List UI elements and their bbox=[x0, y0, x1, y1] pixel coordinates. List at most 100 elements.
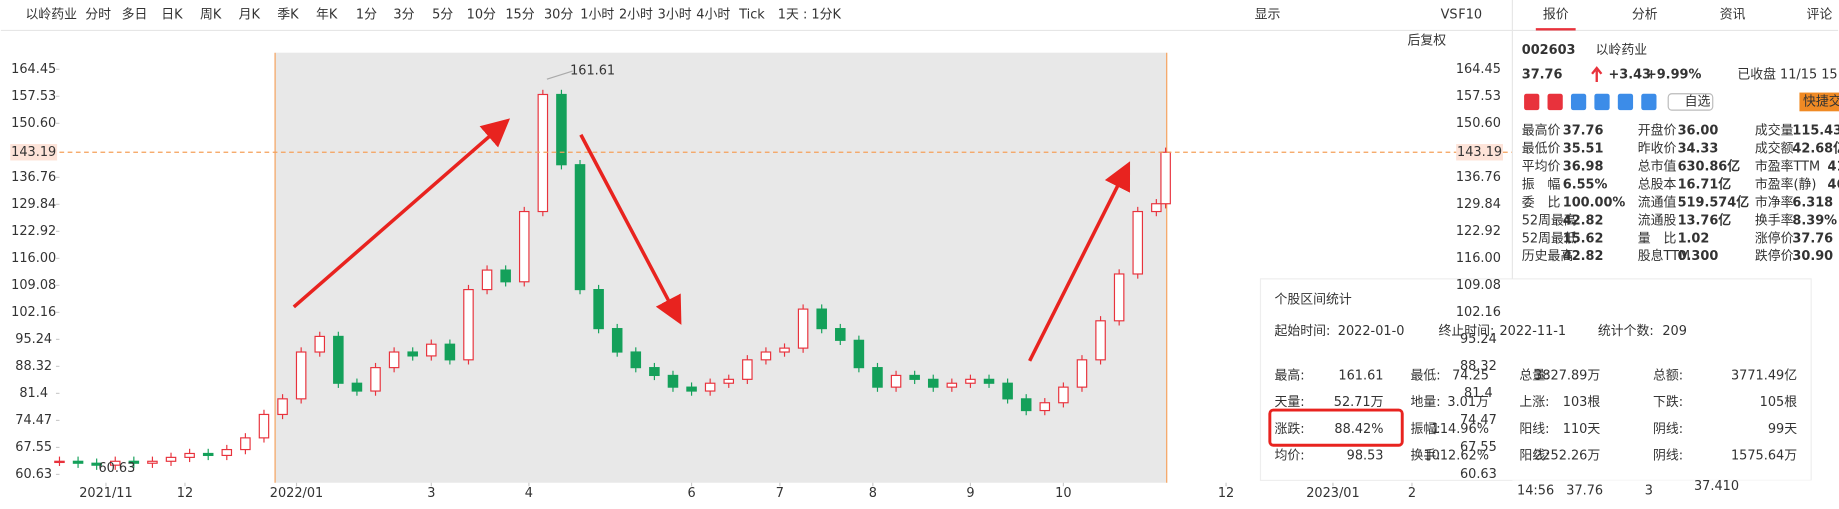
tick-row-bg bbox=[1512, 480, 1839, 505]
panel-tab[interactable]: 评论 bbox=[1806, 8, 1832, 23]
quote-label: 总市值 bbox=[1638, 159, 1677, 175]
toolbar-tab[interactable]: 4小时 bbox=[696, 8, 730, 23]
candle bbox=[946, 382, 958, 388]
toolbar-tab[interactable]: 3小时 bbox=[658, 8, 692, 23]
quote-label: 换手率 bbox=[1755, 212, 1794, 228]
candle bbox=[556, 93, 567, 166]
arrow bbox=[1028, 161, 1131, 362]
x-tick-label: 10 bbox=[1055, 486, 1071, 501]
y-tick-label: 116.00 bbox=[1456, 251, 1501, 266]
panel-tab[interactable]: 分析 bbox=[1632, 8, 1658, 23]
toolbar-button[interactable]: F10 bbox=[1458, 8, 1482, 23]
adjust-button[interactable]: 后复权 bbox=[1408, 33, 1447, 49]
y-tick-label: 81.4 bbox=[1464, 386, 1493, 401]
quote-value: 30.90 bbox=[1792, 249, 1833, 264]
toolbar-tab[interactable]: 1分 bbox=[356, 8, 377, 23]
toolbar-tab[interactable]: 年K bbox=[316, 8, 338, 23]
toolbar-tab[interactable]: 多日 bbox=[122, 8, 148, 23]
candle bbox=[351, 382, 363, 392]
y-tick-label: 88.32 bbox=[15, 359, 52, 374]
y-tick-label: 129.84 bbox=[11, 197, 56, 212]
quote-value: 35.51 bbox=[1563, 142, 1604, 157]
quote-value: 46.9 bbox=[1828, 178, 1839, 193]
toolbar-tab[interactable]: 1天 : 1分K bbox=[778, 8, 842, 23]
toolbar-tab[interactable]: 10分 bbox=[467, 8, 496, 23]
candle bbox=[835, 328, 846, 341]
toolbar-tab[interactable]: 季K bbox=[277, 8, 299, 23]
candle bbox=[128, 460, 140, 464]
stats-value: 1575.64万 bbox=[1731, 448, 1797, 463]
panel-tab[interactable]: 报价 bbox=[1543, 8, 1569, 23]
quote-value: 42.68亿 bbox=[1792, 141, 1839, 157]
stats-value: 3771.49亿 bbox=[1731, 369, 1797, 384]
badge bbox=[1570, 93, 1587, 111]
candle bbox=[109, 460, 121, 466]
y-tick-label: 95.24 bbox=[15, 332, 52, 347]
y-tick-label: 136.76 bbox=[1456, 170, 1501, 185]
toolbar-tab[interactable]: 15分 bbox=[505, 8, 534, 23]
stats-value: 110天 bbox=[1563, 422, 1601, 437]
quote-value: 100.00% bbox=[1563, 195, 1626, 210]
toolbar-tab[interactable]: 5分 bbox=[432, 8, 453, 23]
trade-btn[interactable] bbox=[1799, 92, 1839, 112]
candle bbox=[927, 378, 939, 388]
y-tick-label: 157.53 bbox=[1456, 89, 1501, 104]
panel-tab[interactable]: 资讯 bbox=[1720, 8, 1746, 23]
quote-value: 34.33 bbox=[1678, 142, 1719, 157]
candle bbox=[890, 374, 902, 388]
quote-label: 52周最高 bbox=[1522, 212, 1577, 228]
toolbar-button[interactable]: VS bbox=[1441, 8, 1458, 23]
quote-label: 跌停价 bbox=[1755, 248, 1794, 264]
quote-value: 41.1 bbox=[1828, 160, 1839, 175]
y-tick-label: 60.63 bbox=[15, 467, 52, 482]
stats-label: 统计个数: bbox=[1598, 324, 1654, 339]
stats-label: 下跌: bbox=[1653, 394, 1683, 410]
candle bbox=[72, 460, 84, 464]
toolbar-tab[interactable]: 周K bbox=[200, 8, 222, 23]
candle bbox=[593, 288, 604, 330]
quote-label: 股息TTM bbox=[1638, 248, 1690, 264]
watch-btn[interactable] bbox=[1667, 93, 1714, 111]
toolbar-tab[interactable]: 月K bbox=[239, 8, 261, 23]
toolbar-tab[interactable]: Tick bbox=[738, 8, 765, 23]
candle bbox=[444, 343, 456, 361]
quote-panel bbox=[1512, 31, 1839, 276]
toolbar-tab[interactable]: 分时 bbox=[85, 8, 111, 23]
change-pct: +9.99% bbox=[1646, 67, 1702, 82]
toolbar-tab[interactable]: 1小时 bbox=[580, 8, 614, 23]
quote-label: 最低价 bbox=[1522, 142, 1561, 157]
toolbar-button[interactable]: 显示 bbox=[1255, 8, 1281, 23]
toolbar-tab[interactable]: 日K bbox=[161, 8, 183, 23]
quote-value: 115.43万 bbox=[1792, 124, 1839, 139]
tick-bid: 37.410 bbox=[1694, 479, 1739, 494]
quote-value: 8.39% bbox=[1792, 213, 1837, 228]
x-tick-label: 2 bbox=[1408, 486, 1416, 501]
stats-label: 起始时间: bbox=[1275, 324, 1331, 339]
candle bbox=[407, 351, 418, 357]
toolbar-tab[interactable]: 3分 bbox=[393, 8, 414, 23]
y-tick-label: 150.60 bbox=[11, 116, 56, 131]
candle bbox=[314, 335, 326, 353]
candle bbox=[909, 374, 920, 380]
quote-label: 历史最高 bbox=[1522, 248, 1574, 264]
toolbar-tab[interactable]: 30分 bbox=[544, 8, 573, 23]
candle bbox=[277, 398, 288, 416]
x-tick-label: 2021/11 bbox=[79, 486, 133, 501]
quote-value: 519.574亿 bbox=[1678, 194, 1750, 210]
toolbar-tab[interactable]: 以岭药业 bbox=[26, 8, 78, 23]
stats-value: 1012.62% bbox=[1423, 448, 1488, 463]
current-tag bbox=[10, 144, 58, 161]
stats-label: 总额: bbox=[1653, 369, 1683, 384]
stats-label: 阴线: bbox=[1653, 448, 1683, 463]
quote-value: 15.62 bbox=[1563, 231, 1604, 246]
candle bbox=[258, 413, 270, 439]
quote-value: 6.55% bbox=[1563, 178, 1608, 193]
toolbar-tab[interactable]: 2小时 bbox=[619, 8, 653, 23]
change: +3.43 bbox=[1608, 67, 1651, 82]
candle bbox=[1113, 273, 1125, 322]
candle bbox=[91, 462, 102, 466]
quote-label: 涨停价 bbox=[1755, 230, 1794, 246]
quote-label: 开盘价 bbox=[1638, 123, 1677, 139]
stats-label: 终止时间: bbox=[1439, 323, 1495, 339]
candle bbox=[723, 378, 735, 384]
